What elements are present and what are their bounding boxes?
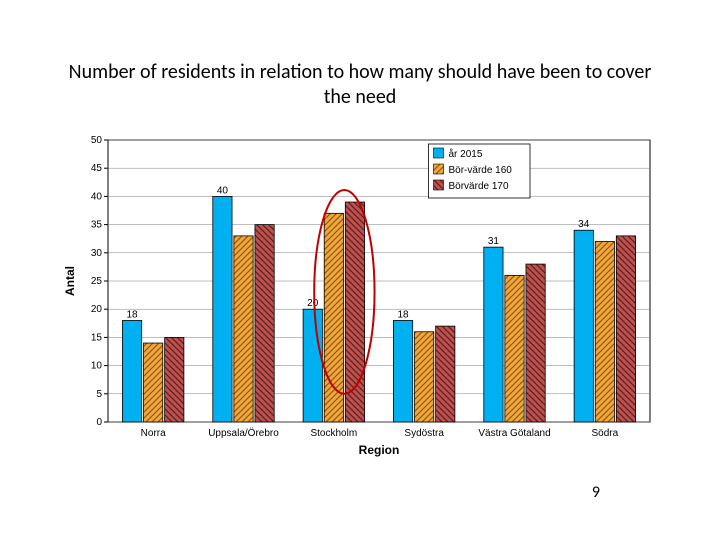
x-tick-label: Sydöstra <box>404 428 444 439</box>
x-axis-label: Region <box>359 443 400 457</box>
legend-swatch <box>434 164 444 174</box>
y-tick-label: 40 <box>91 191 103 202</box>
y-tick-label: 45 <box>91 163 103 174</box>
y-tick-label: 10 <box>91 361 103 372</box>
bar <box>595 242 614 422</box>
slide: Number of residents in relation to how m… <box>0 0 720 540</box>
bar <box>484 247 503 422</box>
bar-label: 31 <box>488 236 500 247</box>
y-tick-label: 25 <box>91 276 103 287</box>
x-tick-label: Västra Götaland <box>478 428 550 439</box>
x-tick-label: Stockholm <box>310 428 357 439</box>
bar <box>505 275 524 422</box>
legend-swatch <box>434 180 444 190</box>
bar <box>393 320 412 422</box>
x-tick-label: Norra <box>141 428 166 439</box>
bar <box>574 230 593 422</box>
y-tick-label: 0 <box>96 417 102 428</box>
bar-label: 34 <box>578 219 590 230</box>
y-tick-label: 5 <box>96 389 102 400</box>
y-tick-label: 50 <box>91 135 103 146</box>
y-tick-label: 35 <box>91 220 103 231</box>
x-tick-label: Södra <box>591 428 618 439</box>
y-axis-label: Antal <box>63 266 77 296</box>
bar <box>234 236 253 422</box>
legend: år 2015 Bör-värde 160 Börvärde 170 <box>429 144 531 198</box>
bar <box>415 332 434 422</box>
bar-label: 40 <box>217 185 229 196</box>
bar <box>144 343 163 422</box>
bar-chart: 0 5 10 15 20 25 30 35 40 45 50 Antal 18 Norra 40 Uppsal… <box>60 130 660 460</box>
y-tick-label: 20 <box>91 304 103 315</box>
bar-label: 18 <box>127 309 139 320</box>
y-tick-label: 15 <box>91 332 103 343</box>
legend-swatch <box>434 148 444 158</box>
bar-label: 18 <box>398 309 410 320</box>
bar <box>303 309 322 422</box>
bar <box>213 196 232 422</box>
slide-title: Number of residents in relation to how m… <box>60 60 660 110</box>
bar <box>255 225 274 422</box>
x-tick-label: Uppsala/Örebro <box>208 427 279 439</box>
bar <box>122 320 141 422</box>
bar <box>324 213 343 422</box>
bar <box>616 236 635 422</box>
legend-label: Bör-värde 160 <box>449 165 513 176</box>
legend-label: år 2015 <box>449 148 483 160</box>
slide-number: 9 <box>592 483 600 502</box>
bar <box>165 337 184 422</box>
bar <box>436 326 455 422</box>
legend-label: Börvärde 170 <box>449 181 509 192</box>
bar-label: 20 <box>307 298 319 309</box>
bar <box>526 264 545 422</box>
chart-container: 0 5 10 15 20 25 30 35 40 45 50 Antal 18 Norra 40 Uppsal… <box>60 130 660 460</box>
y-tick-label: 30 <box>91 248 103 259</box>
